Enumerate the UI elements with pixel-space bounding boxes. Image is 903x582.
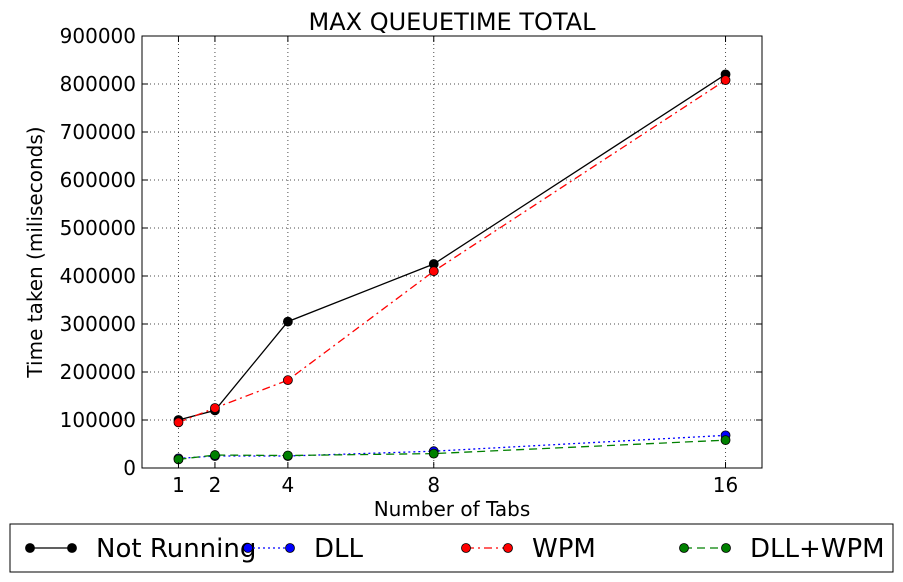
legend-label-not-running: Not Running [96,534,256,564]
data-point-wpm [282,375,293,386]
ticks: 1 2 4 8 16 0 100000 200000 300000 400000 500000 600… [60,24,762,497]
y-tick-label: 500000 [60,216,136,240]
legend-marker-dll [285,543,295,553]
y-tick-label: 400000 [60,264,136,288]
y-tick-label: 900000 [60,24,136,48]
chart-title: MAX QUEUETIME TOTAL [309,8,597,36]
legend-label-dll-wpm: DLL+WPM [750,534,885,564]
legend-marker-dll-wpm [679,543,689,553]
y-tick-label: 600000 [60,168,136,192]
legend-marker-dll-wpm [721,543,731,553]
y-axis-title: Time taken (miliseconds) [23,126,47,378]
series-group [173,69,731,465]
y-tick-label: 300000 [60,312,136,336]
plot-area-frame [141,35,763,469]
y-tick-label: 200000 [60,360,136,384]
grid [142,36,762,468]
data-point-wpm [428,266,439,277]
y-tick-label: 700000 [60,120,136,144]
data-point-dll-wpm [720,435,731,446]
x-axis-title: Number of Tabs [374,497,531,521]
y-tick-label: 100000 [60,408,136,432]
series-line-dll-wpm [178,439,726,461]
data-point-wpm [210,403,220,413]
legend-marker-not-running [25,543,35,553]
data-point-not-running [282,316,293,327]
data-point-dll-wpm [210,450,220,460]
data-point-dll-wpm [428,448,439,459]
legend-marker-wpm [503,543,513,553]
legend: Not Running DLL WPM DLL+WPM [9,523,894,573]
x-tick-label: 2 [209,473,222,497]
x-tick-label: 16 [713,473,738,497]
data-point-wpm [173,417,184,428]
x-tick-label: 1 [172,473,185,497]
x-tick-label: 4 [282,473,295,497]
legend-marker-wpm [461,543,471,553]
legend-label-dll: DLL [314,534,364,564]
legend-frame [9,523,894,573]
series-line-not-running [178,73,726,421]
legend-marker-not-running [67,543,77,553]
y-tick-label: 800000 [60,72,136,96]
data-point-dll-wpm [282,450,293,461]
series-line-wpm [178,79,726,424]
x-tick-label: 8 [427,473,440,497]
legend-label-wpm: WPM [532,534,596,564]
data-point-wpm [720,75,731,86]
legend-marker-dll [243,543,253,553]
y-tick-label: 0 [123,456,136,480]
